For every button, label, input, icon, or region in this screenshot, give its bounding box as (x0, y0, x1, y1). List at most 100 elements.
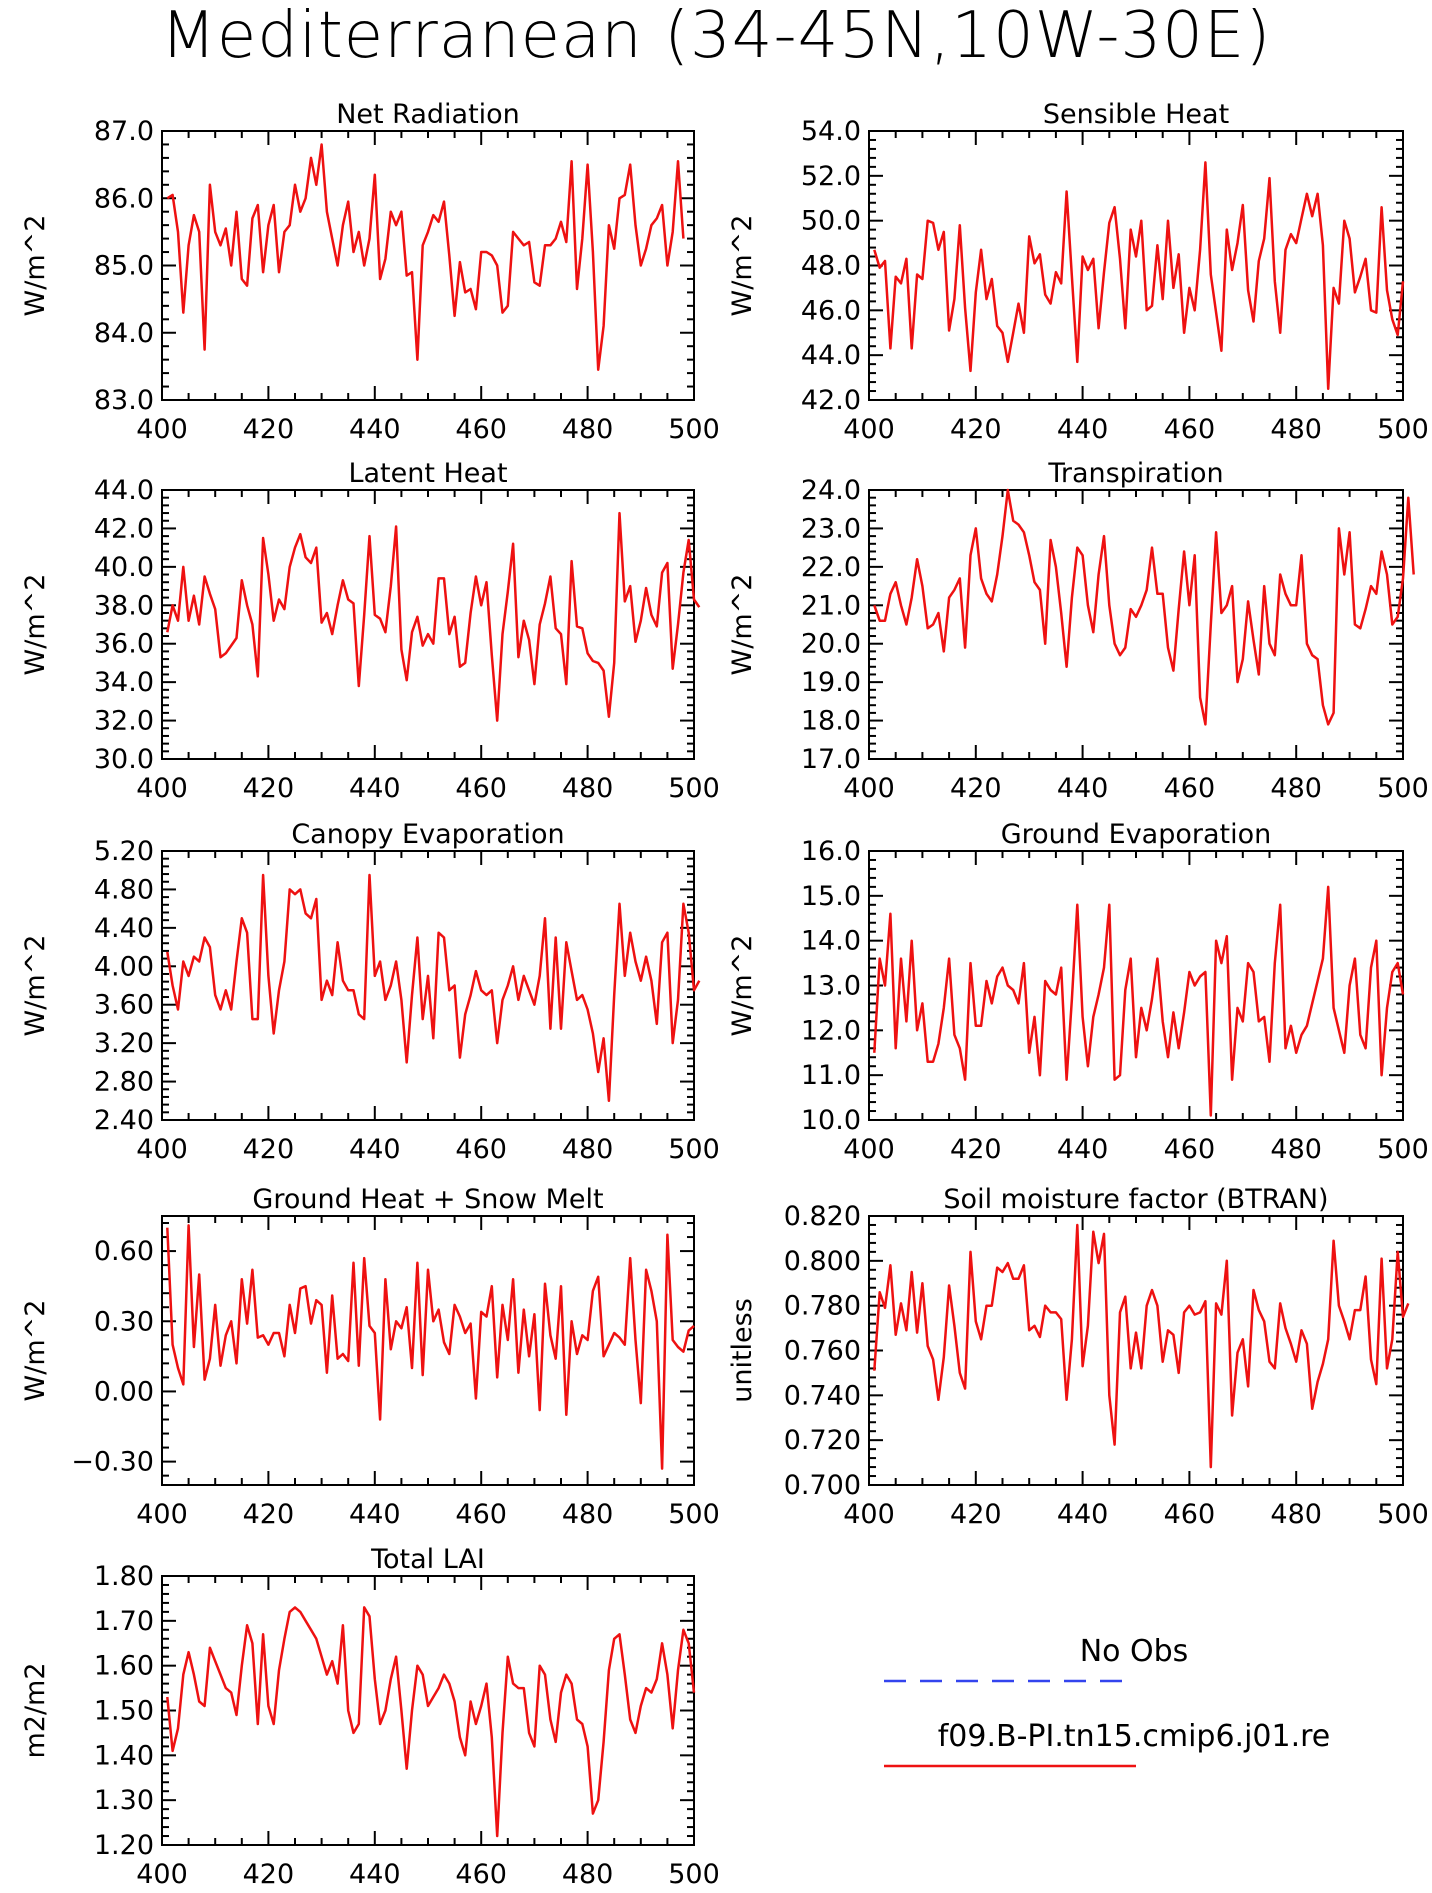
plot-frame (161, 1575, 695, 1846)
legend: No Obs f09.B-PI.tn15.cmip6.j01.re (884, 1634, 1331, 1768)
plot-frame (868, 1215, 1404, 1486)
panel-title: Soil moisture factor (BTRAN) (943, 1184, 1328, 1215)
y-tick-label: 32.0 (94, 706, 154, 737)
panel-title: Transpiration (1047, 458, 1223, 489)
plot-frame (161, 1215, 695, 1486)
plot-frame (868, 489, 1404, 760)
y-tick-label: 0.00 (94, 1376, 154, 1407)
legend-label: No Obs (1080, 1634, 1189, 1669)
y-tick-label: 86.0 (94, 183, 154, 214)
y-tick-label: 42.0 (801, 385, 861, 416)
y-axis-label: W/m^2 (20, 215, 51, 317)
x-tick-label: 420 (243, 1859, 295, 1890)
x-tick-label: 420 (243, 773, 295, 804)
y-tick-label: 44.0 (801, 340, 861, 371)
series-line (873, 488, 1415, 726)
panel-ground-evaporation: Ground Evaporation W/m^2 400 420 440 460 480 50… (727, 819, 1429, 1165)
x-tick-label: 420 (950, 1499, 1002, 1530)
y-tick-label: 12.0 (801, 1015, 861, 1046)
x-tick-label: 440 (349, 1134, 401, 1165)
y-tick-label: 30.0 (94, 744, 154, 775)
y-tick-label: 11.0 (801, 1060, 861, 1091)
y-tick-label: 0.740 (784, 1380, 861, 1411)
x-tick-label: 440 (349, 1859, 401, 1890)
x-tick-label: 460 (1164, 414, 1216, 445)
y-tick-label: 84.0 (94, 318, 154, 349)
y-tick-label: 50.0 (801, 206, 861, 237)
y-tick-label: 83.0 (94, 385, 154, 416)
panel-title: Sensible Heat (1043, 99, 1229, 130)
y-tick-label: 24.0 (801, 475, 861, 506)
y-tick-label: 0.780 (784, 1291, 861, 1322)
x-tick-label: 420 (950, 1134, 1002, 1165)
y-axis-label: unitless (727, 1298, 758, 1403)
plot-frame (868, 850, 1404, 1121)
x-tick-label: 480 (1270, 1499, 1322, 1530)
y-tick-label: 2.80 (94, 1067, 154, 1098)
panel-title: Ground Heat + Snow Melt (252, 1184, 603, 1215)
figure-title: Mediterranean (34-45N,10W-30E) (160, 0, 1272, 73)
x-tick-label: 460 (455, 773, 507, 804)
panel-total-lai: Total LAI m2/m2 400 420 440 460 480 500 1.20 1.30… (20, 1544, 720, 1890)
y-tick-label: 1.20 (94, 1830, 154, 1861)
series-line (873, 885, 1405, 1117)
y-tick-label: 0.700 (784, 1470, 861, 1501)
legend-label: f09.B-PI.tn15.cmip6.j01.re (938, 1719, 1331, 1754)
y-tick-label: 34.0 (94, 667, 154, 698)
x-tick-label: 420 (950, 414, 1002, 445)
y-tick-label: 18.0 (801, 706, 861, 737)
y-axis-label: W/m^2 (727, 574, 758, 676)
x-tick-label: 480 (1270, 414, 1322, 445)
x-tick-label: 460 (1164, 773, 1216, 804)
y-tick-label: 1.40 (94, 1740, 154, 1771)
x-tick-label: 480 (562, 773, 614, 804)
y-tick-label: 0.800 (784, 1246, 861, 1277)
x-tick-label: 440 (349, 773, 401, 804)
x-tick-label: 440 (1057, 1499, 1109, 1530)
x-tick-label: 500 (1377, 1134, 1429, 1165)
x-tick-label: 400 (136, 1134, 188, 1165)
x-tick-label: 480 (562, 414, 614, 445)
y-tick-label: 5.20 (94, 836, 154, 867)
x-tick-label: 480 (562, 1499, 614, 1530)
y-tick-label: 19.0 (801, 667, 861, 698)
x-tick-label: 420 (243, 1134, 295, 1165)
y-tick-label: 85.0 (94, 251, 154, 282)
y-axis-label: W/m^2 (20, 574, 51, 676)
x-tick-label: 480 (1270, 1134, 1322, 1165)
y-tick-label: 14.0 (801, 926, 861, 957)
x-tick-label: 500 (1377, 414, 1429, 445)
x-tick-label: 460 (455, 1499, 507, 1530)
y-tick-label: 23.0 (801, 513, 861, 544)
y-tick-label: 15.0 (801, 881, 861, 912)
y-tick-label: 17.0 (801, 744, 861, 775)
y-axis-label: W/m^2 (20, 1300, 51, 1402)
y-tick-label: 38.0 (94, 590, 154, 621)
x-tick-label: 420 (243, 1499, 295, 1530)
x-tick-label: 440 (349, 1499, 401, 1530)
x-tick-label: 460 (1164, 1499, 1216, 1530)
y-tick-label: 0.760 (784, 1336, 861, 1367)
plot-frame (161, 489, 695, 760)
x-tick-label: 420 (950, 773, 1002, 804)
x-tick-label: 480 (562, 1134, 614, 1165)
panel-soil-moisture-factor-btran: Soil moisture factor (BTRAN) unitless 400 4… (727, 1184, 1429, 1530)
y-tick-label: 42.0 (94, 513, 154, 544)
x-tick-label: 440 (1057, 1134, 1109, 1165)
x-tick-label: 500 (668, 1134, 720, 1165)
y-tick-label: 20.0 (801, 629, 861, 660)
y-tick-label: 0.720 (784, 1425, 861, 1456)
x-tick-label: 400 (136, 414, 188, 445)
y-tick-label: 2.40 (94, 1105, 154, 1136)
y-tick-label: 1.80 (94, 1561, 154, 1592)
y-tick-label: 48.0 (801, 251, 861, 282)
x-tick-label: 500 (668, 1859, 720, 1890)
y-tick-label: 87.0 (94, 116, 154, 147)
x-tick-label: 400 (843, 773, 895, 804)
panel-title: Net Radiation (336, 99, 520, 130)
panel-ground-heat-snow-melt: Ground Heat + Snow Melt W/m^2 400 420 440 460… (20, 1184, 720, 1530)
panel-transpiration: Transpiration W/m^2 400 420 440 460 480 500 17.0… (727, 458, 1429, 804)
series-line (166, 1606, 696, 1838)
y-tick-label: 1.70 (94, 1606, 154, 1637)
